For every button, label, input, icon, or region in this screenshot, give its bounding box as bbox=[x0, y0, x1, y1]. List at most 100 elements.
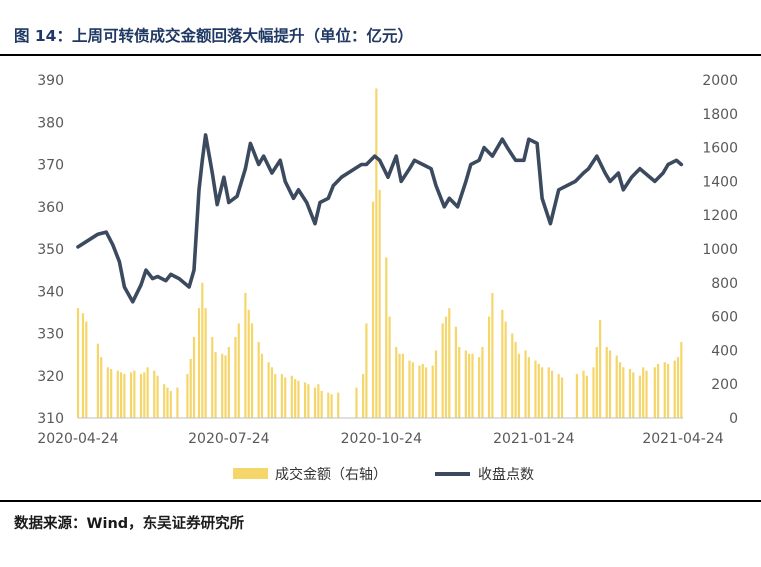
legend-swatch-volume bbox=[233, 468, 268, 479]
x-tick-label: 2021-04-24 bbox=[642, 431, 723, 447]
y-left-tick-label: 360 bbox=[37, 200, 64, 216]
bar bbox=[133, 370, 136, 418]
bar bbox=[431, 365, 434, 418]
bar bbox=[501, 309, 504, 418]
y-right-tick-label: 1600 bbox=[702, 141, 738, 157]
y-right-tick-label: 2000 bbox=[702, 73, 738, 89]
bar bbox=[557, 374, 560, 418]
bar bbox=[270, 367, 274, 418]
bar bbox=[204, 308, 207, 418]
bar bbox=[378, 189, 381, 418]
bar bbox=[247, 309, 250, 418]
bar bbox=[401, 353, 404, 418]
x-tick-label: 2021-01-24 bbox=[493, 431, 574, 447]
bar bbox=[434, 350, 438, 418]
bar bbox=[317, 384, 320, 418]
bar bbox=[375, 88, 378, 418]
bar bbox=[464, 350, 467, 418]
y-left-tick-label: 370 bbox=[37, 158, 64, 174]
bar bbox=[176, 387, 179, 418]
y-right-tick-label: 200 bbox=[711, 377, 738, 393]
y-left-tick-label: 320 bbox=[37, 369, 64, 385]
bar bbox=[504, 321, 507, 418]
top-rule bbox=[0, 54, 761, 56]
bar bbox=[96, 343, 99, 418]
bar bbox=[481, 347, 484, 418]
bar bbox=[211, 336, 214, 418]
bar bbox=[628, 368, 632, 418]
y-right-tick-label: 400 bbox=[711, 343, 738, 359]
bar bbox=[666, 363, 670, 418]
bar bbox=[487, 316, 491, 418]
y-right-tick-label: 1000 bbox=[702, 242, 738, 258]
bar bbox=[100, 357, 103, 418]
y-right-tick-label: 1400 bbox=[702, 174, 738, 190]
bar bbox=[608, 350, 612, 418]
bar bbox=[398, 353, 401, 418]
chart-canvas: 3903803703603503403303203102000180016001… bbox=[37, 73, 738, 483]
bar bbox=[371, 201, 375, 418]
x-tick-label: 2020-04-24 bbox=[37, 431, 118, 447]
bar bbox=[478, 357, 481, 418]
bar bbox=[224, 355, 227, 418]
bar bbox=[110, 368, 113, 418]
bar bbox=[146, 367, 149, 418]
bar bbox=[638, 375, 642, 418]
bar bbox=[550, 370, 554, 418]
bar bbox=[595, 347, 598, 418]
bar bbox=[385, 257, 388, 418]
bar bbox=[227, 347, 230, 418]
y-right-tick-label: 600 bbox=[711, 310, 738, 326]
bar bbox=[657, 363, 660, 418]
bar bbox=[599, 319, 602, 418]
bar bbox=[330, 394, 333, 418]
line-series-close bbox=[76, 133, 684, 304]
bar bbox=[441, 323, 444, 418]
bar bbox=[257, 341, 260, 418]
bar bbox=[585, 375, 588, 418]
bar bbox=[395, 347, 398, 418]
bar bbox=[642, 367, 645, 418]
legend-label-close: 收盘点数 bbox=[478, 466, 534, 483]
bar bbox=[418, 365, 421, 418]
bar bbox=[454, 326, 458, 418]
y-left-tick-label: 350 bbox=[37, 242, 64, 258]
source-note: 数据来源：Wind，东吴证券研究所 bbox=[14, 516, 245, 532]
bar bbox=[622, 367, 625, 418]
bar bbox=[267, 362, 270, 418]
bar bbox=[116, 370, 119, 418]
bar bbox=[237, 323, 240, 418]
bar bbox=[156, 375, 159, 418]
bar bbox=[297, 380, 300, 418]
bar bbox=[680, 341, 683, 418]
bar bbox=[468, 353, 471, 418]
bar bbox=[663, 362, 666, 418]
bar bbox=[294, 379, 297, 418]
bar bbox=[81, 313, 85, 418]
bar bbox=[280, 374, 283, 418]
figure-title: 图 14：上周可转债成交金额回落大幅提升（单位：亿元） bbox=[14, 27, 413, 45]
bar bbox=[192, 336, 196, 418]
bar bbox=[143, 372, 146, 418]
y-right-tick-label: 1200 bbox=[702, 208, 738, 224]
bar bbox=[560, 377, 564, 418]
x-tick-label: 2020-07-24 bbox=[188, 431, 269, 447]
bar bbox=[139, 374, 143, 418]
bar bbox=[632, 372, 635, 418]
bar bbox=[524, 350, 527, 418]
bar bbox=[85, 321, 88, 418]
bar bbox=[615, 355, 618, 418]
bar bbox=[197, 308, 201, 418]
bar bbox=[491, 292, 494, 418]
bar bbox=[186, 374, 189, 418]
y-left-tick-label: 340 bbox=[37, 284, 64, 300]
bar bbox=[250, 323, 254, 418]
bar bbox=[307, 384, 310, 418]
bar bbox=[534, 360, 537, 418]
bar bbox=[421, 363, 424, 418]
y-left-tick-label: 330 bbox=[37, 327, 64, 343]
bar bbox=[458, 347, 461, 418]
bar bbox=[575, 374, 579, 418]
bar bbox=[537, 363, 540, 418]
bar bbox=[119, 372, 123, 418]
